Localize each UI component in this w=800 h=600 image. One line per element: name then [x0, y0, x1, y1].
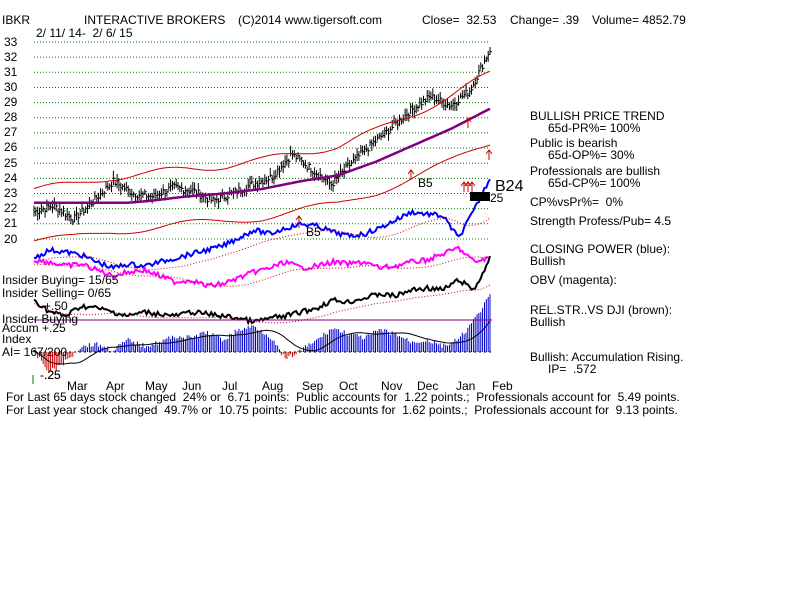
- date-range: 2/ 11/ 14- 2/ 6/ 15: [36, 26, 133, 40]
- buy-signal-arrow: [460, 181, 468, 192]
- price-tick: 33: [4, 35, 18, 49]
- cp-value: 65d-CP%= 100%: [548, 176, 641, 190]
- signal-arrows: [295, 117, 493, 228]
- accumulation-index-ai: AI= 167/200: [2, 345, 68, 359]
- footer-year-summary: For Last year stock changed 49.7% or 10.…: [6, 403, 678, 417]
- relstr-status: Bullish: [530, 315, 566, 329]
- buy-signal-arrow: [464, 181, 472, 192]
- price-change: Change= .39: [510, 13, 580, 27]
- professionals-status: Professionals are bullish: [530, 164, 661, 178]
- closing-power-line: [33, 178, 491, 271]
- month-label: Apr: [106, 379, 125, 393]
- buy-signal-arrow: [295, 215, 303, 228]
- ip-value: IP= .572: [548, 362, 597, 376]
- upper-band-line: [33, 70, 491, 189]
- copyright-text: (C)2014 www.tigersoft.com: [238, 13, 383, 27]
- closing-power-label: CLOSING POWER (blue):: [530, 242, 671, 256]
- month-label: Sep: [302, 379, 324, 393]
- rel-strength-line: [33, 255, 491, 326]
- insider-buying-accum-label: Insider Buying: [2, 312, 79, 326]
- obv-line: [33, 245, 490, 289]
- price-tick: 29: [4, 95, 18, 109]
- month-label: Jan: [456, 379, 476, 393]
- accumulation-status: Bullish: Accumulation Rising.: [530, 350, 684, 364]
- price-tick: 31: [4, 65, 18, 79]
- buy-signal-arrow: [485, 149, 493, 160]
- volume-value: Volume= 4852.79: [592, 13, 686, 27]
- closing-power-status: Bullish: [530, 254, 566, 268]
- close-price: Close= 32.53: [422, 13, 497, 27]
- buy-signal-arrow: [464, 117, 472, 128]
- month-label: Mar: [67, 379, 88, 393]
- price-bars: [33, 47, 492, 226]
- insider-buying: Insider Buying= 15/65: [2, 273, 119, 287]
- op-value: 65d-OP%= 30%: [548, 148, 635, 162]
- strength-value: Strength Profess/Pub= 4.5: [530, 214, 672, 228]
- price-tick: 26: [4, 140, 18, 154]
- accum-minus25-label: -.25: [40, 368, 61, 382]
- footer-65day-summary: For Last 65 days stock changed 24% or 6.…: [6, 390, 680, 404]
- month-label: Nov: [381, 379, 403, 393]
- price-tick: 21: [4, 216, 18, 230]
- signal-b5-label: B5: [418, 176, 433, 190]
- signal-b25-label: 25: [490, 191, 504, 205]
- lower-band-line: [33, 144, 491, 242]
- accum-minus25-label-dup: -.25: [40, 368, 61, 382]
- rel-strength-ma-line: [33, 284, 491, 324]
- relstr-label: REL.STR..VS DJI (brown):: [530, 303, 673, 317]
- price-tick: 22: [4, 201, 18, 215]
- price-tick: 27: [4, 125, 18, 139]
- accumulation-ma-line: [33, 320, 491, 365]
- buy-signal-arrow: [407, 169, 415, 180]
- accumulation-bars: [33, 294, 491, 352]
- closing-power-ma-line: [33, 217, 491, 271]
- company-name: INTERACTIVE BROKERS: [84, 13, 226, 27]
- insider-selling: Insider Selling= 0/65: [2, 286, 112, 300]
- obv-ma-line: [33, 256, 491, 287]
- price-tick: 30: [4, 80, 18, 94]
- price-tick: 32: [4, 50, 18, 64]
- month-label: Oct: [339, 379, 358, 393]
- ticker-symbol: IBKR: [2, 13, 31, 27]
- cpvspr-value: CP%vsPr%= 0%: [530, 195, 624, 209]
- price-tick: 20: [4, 232, 18, 246]
- month-label: Feb: [492, 379, 513, 393]
- moving-average-line: [34, 107, 491, 205]
- signal-b5-label: B5: [306, 225, 321, 239]
- index-label: Index: [2, 332, 32, 346]
- obv-label: OBV (magenta):: [530, 273, 617, 287]
- accum-plus25-label: +.25: [42, 321, 66, 335]
- month-label: May: [145, 379, 168, 393]
- price-gridlines: [34, 41, 490, 240]
- month-label: Jul: [222, 379, 238, 393]
- buy-signal-arrow: [468, 181, 476, 192]
- public-status: Public is bearish: [530, 136, 618, 150]
- signal-box: [470, 192, 490, 201]
- accum-label: Accum: [2, 321, 39, 335]
- month-label: Aug: [262, 379, 284, 393]
- price-tick: 23: [4, 186, 18, 200]
- pr-value: 65d-PR%= 100%: [548, 121, 641, 135]
- month-label: Jun: [182, 379, 202, 393]
- signal-b24-label: B24: [495, 178, 524, 195]
- accumulation-negative-bars: [35, 352, 297, 372]
- month-label: Dec: [417, 379, 439, 393]
- price-tick: 25: [4, 156, 18, 170]
- price-tick: 24: [4, 171, 18, 185]
- trend-heading: BULLISH PRICE TREND: [530, 109, 665, 123]
- accum-plus50-label: +.50: [44, 299, 68, 313]
- price-tick: 28: [4, 110, 18, 124]
